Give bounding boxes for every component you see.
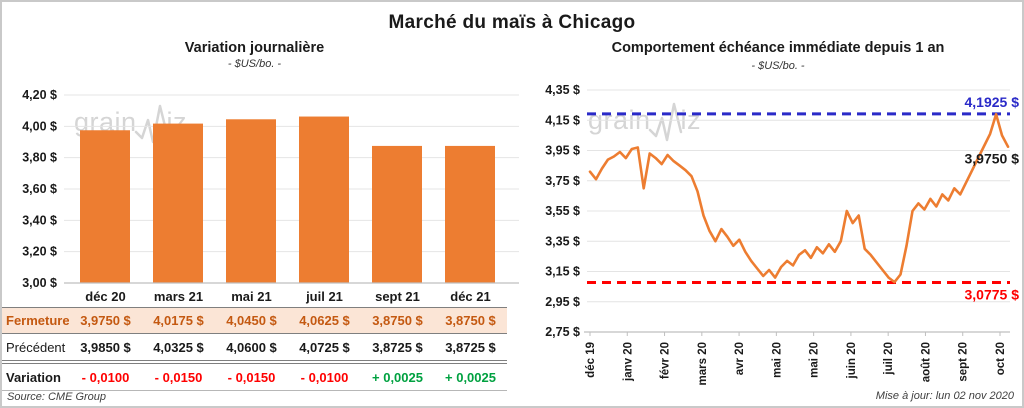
table-cell: 3,8750 $ [434, 307, 507, 334]
table-header-row: déc 20 mars 21 mai 21 juil 21 sept 21 déc 21 [2, 286, 507, 308]
y-axis-label: 2,75 $ [545, 325, 580, 339]
table-row-close: Fermeture 3,9750 $4,0175 $4,0450 $4,0625 … [2, 307, 507, 334]
y-axis-label: 3,15 $ [545, 265, 580, 279]
row-label: Précédent [2, 333, 69, 364]
y-axis-label: 4,35 $ [545, 83, 580, 97]
bar-juil 21 [299, 116, 349, 283]
table-cell: 3,8725 $ [434, 333, 507, 364]
y-axis-label: 4,15 $ [545, 113, 580, 127]
x-axis-label: oct 20 [995, 342, 1007, 375]
x-axis-label: sept 20 [958, 342, 970, 382]
table-cell: 3,9750 $ [69, 307, 142, 334]
table-cell: - 0,0150 [215, 362, 288, 391]
grainwiz-logo-icon [134, 104, 168, 144]
table-cell: 4,0725 $ [288, 333, 361, 364]
grainwiz-logo-icon [648, 102, 682, 142]
row-label: Variation [2, 362, 69, 391]
bar-mai 21 [226, 119, 276, 284]
table-cell: 3,8725 $ [361, 333, 434, 364]
bar-chart-title: Variation journalière [184, 40, 325, 56]
y-axis-label: 3,40 $ [22, 213, 57, 227]
bar-mars 21 [153, 123, 203, 283]
table-column-header: déc 21 [434, 286, 507, 308]
table-cell: 4,0625 $ [288, 307, 361, 334]
quotes-table-grid: déc 20 mars 21 mai 21 juil 21 sept 21 déc 21 F… [2, 286, 507, 391]
table-cell: 4,0175 $ [142, 307, 215, 334]
table-cell: 4,0600 $ [215, 333, 288, 364]
x-axis-label: mai 20 [771, 342, 783, 378]
table-cell: 3,9850 $ [69, 333, 142, 364]
x-axis-label: mars 20 [697, 342, 709, 385]
x-axis-label: mai 20 [809, 342, 821, 378]
daily-variation-bar-chart: 4,20 $4,00 $3,80 $3,60 $3,40 $3,20 $3,00… [22, 88, 519, 290]
table-cell: 4,0325 $ [142, 333, 215, 364]
bar-sept 21 [372, 145, 422, 283]
line-chart-title: Comportement échéance immédiate depuis 1… [611, 40, 945, 56]
bar-déc 20 [80, 130, 130, 283]
price-series-line [588, 112, 1010, 284]
low-value-label: 3,0775 $ [965, 286, 1020, 302]
x-axis-label: janv 20 [622, 342, 634, 382]
watermark-text: iz [680, 104, 702, 135]
table-column-header: mai 21 [215, 286, 288, 308]
y-axis-label: 3,95 $ [545, 144, 580, 158]
x-axis-label: févr 20 [660, 342, 672, 379]
y-axis-label: 3,55 $ [545, 204, 580, 218]
table-cell: + 0,0025 [434, 362, 507, 391]
y-axis-label: 3,75 $ [545, 174, 580, 188]
y-axis-label: 2,95 $ [545, 295, 580, 309]
bar-chart-subtitle: - $US/bo. - [227, 58, 282, 70]
table-cell: - 0,0150 [142, 362, 215, 391]
y-axis-label: 3,20 $ [22, 245, 57, 259]
grainwiz-watermark: grain iz [588, 102, 702, 142]
y-axis-label: 4,00 $ [22, 119, 57, 133]
x-axis-label: juil 20 [883, 342, 895, 376]
updated-note: Mise à jour: lun 02 nov 2020 [875, 390, 1014, 402]
front-month-line-chart: 4,35 $ 4,15 $ 3,95 $ 3,75 $ 3,55 $ 3,35 $ 3,15… [545, 83, 1020, 385]
table-column-header: juil 21 [288, 286, 361, 308]
last-value-label: 3,9750 $ [965, 151, 1020, 167]
x-axis-label: avr 20 [734, 342, 746, 375]
bar-déc 21 [445, 145, 495, 283]
table-row-variation: Variation - 0,0100- 0,0150- 0,0150- 0,010… [2, 362, 507, 391]
table-cell: - 0,0100 [69, 362, 142, 391]
x-axis-label: juin 20 [846, 342, 858, 379]
table-cell: - 0,0100 [288, 362, 361, 391]
high-value-label: 4,1925 $ [965, 94, 1020, 110]
table-column-header: mars 21 [142, 286, 215, 308]
y-axis-label: 3,35 $ [545, 234, 580, 248]
table-column-header: déc 20 [69, 286, 142, 308]
table-cell: + 0,0025 [361, 362, 434, 391]
page-title: Marché du maïs à Chicago [388, 12, 636, 33]
table-column-header: sept 21 [361, 286, 434, 308]
x-axis-label: août 20 [920, 342, 932, 382]
quotes-table: déc 20 mars 21 mai 21 juil 21 sept 21 déc 21 F… [2, 286, 507, 391]
line-chart-subtitle: - $US/bo. - [751, 60, 805, 72]
y-axis-label: 4,20 $ [22, 88, 57, 102]
row-label: Fermeture [2, 307, 69, 334]
y-axis-label: 3,60 $ [22, 182, 57, 196]
x-axis-label: déc 19 [585, 342, 597, 378]
watermark-text: grain [588, 104, 651, 135]
table-cell: 3,8750 $ [361, 307, 434, 334]
y-axis-label: 3,80 $ [22, 151, 57, 165]
table-corner-cell [2, 286, 69, 308]
table-row-previous: Précédent 3,9850 $4,0325 $4,0600 $4,0725 … [2, 333, 507, 364]
source-note: Source: CME Group [7, 391, 107, 403]
table-cell: 4,0450 $ [215, 307, 288, 334]
